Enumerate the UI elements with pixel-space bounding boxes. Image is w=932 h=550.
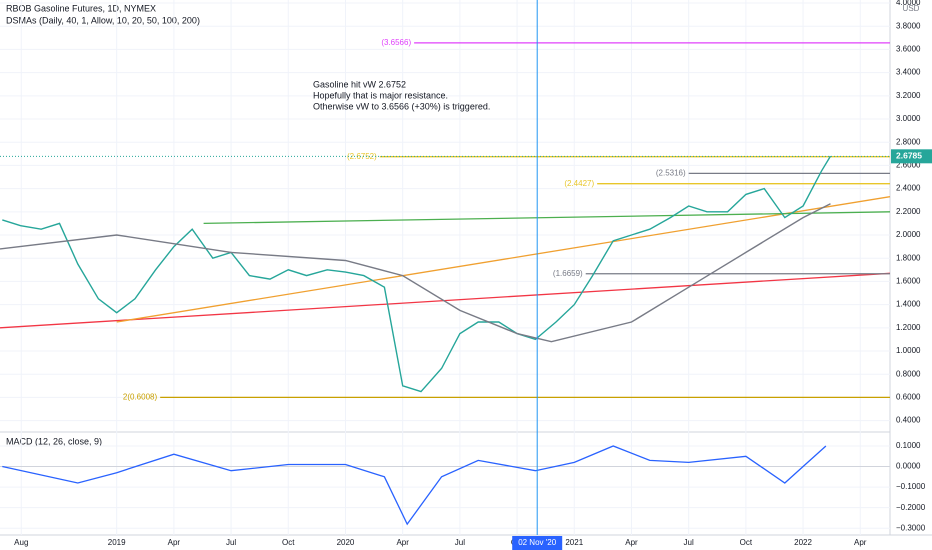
unit-label: USD — [903, 4, 920, 13]
x-tick-label: Apr — [854, 538, 867, 547]
y-tick-label: 2.2000 — [896, 207, 921, 216]
macd-tick-label: 0.0000 — [896, 462, 921, 471]
x-tick-label: Jul — [226, 538, 236, 547]
y-tick-label: 3.4000 — [896, 68, 921, 77]
x-tick-label: Apr — [396, 538, 409, 547]
x-tick-label: Apr — [168, 538, 181, 547]
price-line — [0, 203, 831, 343]
y-tick-label: 1.0000 — [896, 346, 921, 355]
x-tick-label: Oct — [282, 538, 295, 547]
x-tick-label: Oct — [740, 538, 753, 547]
level-label: (3.6566) — [381, 38, 411, 47]
x-tick-label: Apr — [625, 538, 638, 547]
y-tick-label: 4.0000 — [896, 0, 921, 7]
y-tick-label: 2.6000 — [896, 161, 921, 170]
crosshair-label: 02 Nov '20 — [518, 538, 557, 547]
macd-tick-label: −0.1000 — [896, 482, 926, 491]
x-tick-label: 2021 — [565, 538, 583, 547]
macd-tick-label: −0.2000 — [896, 503, 926, 512]
macd-tick-label: 0.1000 — [896, 441, 921, 450]
y-tick-label: 3.8000 — [896, 21, 921, 30]
level-label: (2.4427) — [564, 179, 594, 188]
y-tick-label: 2.8000 — [896, 137, 921, 146]
chart-subtitle: DSMAs (Daily, 40, 1, Allow, 10, 20, 50, … — [6, 15, 200, 25]
trendline — [203, 211, 891, 225]
y-tick-label: 3.2000 — [896, 91, 921, 100]
y-tick-label: 3.6000 — [896, 45, 921, 54]
annotation-text: Hopefully that is major resistance. — [313, 90, 448, 100]
level-label: 2(0.6008) — [123, 392, 158, 401]
trendline — [116, 196, 891, 323]
level-label: (2.5316) — [656, 168, 686, 177]
level-label: (2.6752) — [347, 152, 377, 161]
y-tick-label: 0.8000 — [896, 369, 921, 378]
y-tick-label: 1.4000 — [896, 300, 921, 309]
last-price-label: 2.6785 — [896, 151, 922, 161]
price-line — [2, 155, 832, 393]
x-tick-label: Jul — [684, 538, 694, 547]
x-tick-label: 2019 — [108, 538, 126, 547]
macd-tick-label: −0.3000 — [896, 523, 926, 532]
x-tick-label: 2022 — [794, 538, 812, 547]
x-tick-label: Jul — [455, 538, 465, 547]
y-tick-label: 0.4000 — [896, 416, 921, 425]
y-tick-label: 2.4000 — [896, 184, 921, 193]
annotation-text: Gasoline hit vW 2.6752 — [313, 79, 406, 89]
y-tick-label: 2.0000 — [896, 230, 921, 239]
y-tick-label: 1.6000 — [896, 277, 921, 286]
x-tick-label: 2020 — [337, 538, 355, 547]
y-tick-label: 1.2000 — [896, 323, 921, 332]
y-tick-label: 1.8000 — [896, 253, 921, 262]
x-tick-label: Aug — [14, 538, 28, 547]
macd-title: MACD (12, 26, close, 9) — [6, 436, 102, 446]
macd-line — [2, 445, 827, 526]
last-price-badge — [891, 149, 932, 164]
crosshair-badge — [512, 536, 563, 550]
chart-title: RBOB Gasoline Futures, 1D, NYMEX — [6, 3, 156, 13]
level-label: (1.6659) — [553, 269, 583, 278]
y-tick-label: 0.6000 — [896, 393, 921, 402]
y-tick-label: 3.0000 — [896, 114, 921, 123]
annotation-text: Otherwise vW to 3.6566 (+30%) is trigger… — [313, 101, 490, 111]
